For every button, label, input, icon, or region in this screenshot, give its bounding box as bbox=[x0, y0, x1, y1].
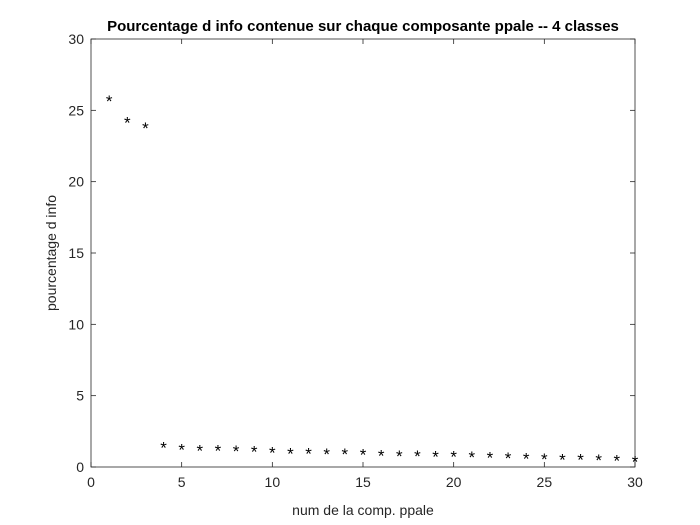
y-axis-label: pourcentage d info bbox=[43, 195, 59, 311]
chart-title: Pourcentage d info contenue sur chaque c… bbox=[107, 18, 619, 35]
data-point: * bbox=[396, 447, 403, 466]
data-point: * bbox=[577, 451, 584, 470]
data-point: * bbox=[450, 448, 457, 467]
data-point: * bbox=[559, 450, 566, 469]
data-point: * bbox=[160, 439, 167, 458]
data-markers: * * * * * * * * * * * * * * * * * * * * * * * * * * * * * * bbox=[106, 92, 639, 472]
data-point: * bbox=[142, 119, 149, 138]
x-tick-label: 0 bbox=[87, 474, 95, 490]
data-point: * bbox=[215, 442, 222, 461]
x-tick-label: 25 bbox=[537, 474, 553, 490]
data-point: * bbox=[541, 450, 548, 469]
data-point: * bbox=[378, 446, 385, 465]
data-point: * bbox=[305, 445, 312, 464]
data-point: * bbox=[468, 448, 475, 467]
data-point: * bbox=[432, 447, 439, 466]
x-tick-label: 20 bbox=[446, 474, 462, 490]
data-point: * bbox=[414, 447, 421, 466]
y-tick-label: 25 bbox=[68, 102, 84, 118]
y-tick-label: 30 bbox=[68, 31, 84, 47]
x-tick-label: 5 bbox=[178, 474, 186, 490]
y-tick-label: 20 bbox=[68, 174, 84, 190]
data-point: * bbox=[487, 448, 494, 467]
x-tick-label: 10 bbox=[265, 474, 281, 490]
x-tick-label: 30 bbox=[627, 474, 643, 490]
data-point: * bbox=[287, 444, 294, 463]
y-tick-label: 15 bbox=[68, 245, 84, 261]
data-point: * bbox=[632, 453, 639, 472]
data-point: * bbox=[595, 451, 602, 470]
x-axis-label: num de la comp. ppale bbox=[292, 502, 434, 518]
plot-area bbox=[90, 38, 636, 468]
data-point: * bbox=[523, 449, 530, 468]
y-tick-label: 5 bbox=[76, 388, 84, 404]
data-point: * bbox=[106, 92, 113, 111]
data-point: * bbox=[124, 113, 131, 132]
y-tick-label: 10 bbox=[68, 316, 84, 332]
data-point: * bbox=[323, 445, 330, 464]
x-tick-label: 15 bbox=[355, 474, 371, 490]
data-point: * bbox=[269, 444, 276, 463]
data-point: * bbox=[233, 442, 240, 461]
data-point: * bbox=[251, 443, 258, 462]
data-point: * bbox=[614, 452, 621, 471]
data-point: * bbox=[342, 445, 349, 464]
data-point: * bbox=[196, 441, 203, 460]
data-point: * bbox=[360, 446, 367, 465]
y-tick-label: 0 bbox=[76, 459, 84, 475]
data-point: * bbox=[178, 441, 185, 460]
data-point: * bbox=[505, 449, 512, 468]
axis-ticks: 0 5 10 15 20 25 30 0 5 10 15 20 25 30 bbox=[68, 31, 643, 490]
